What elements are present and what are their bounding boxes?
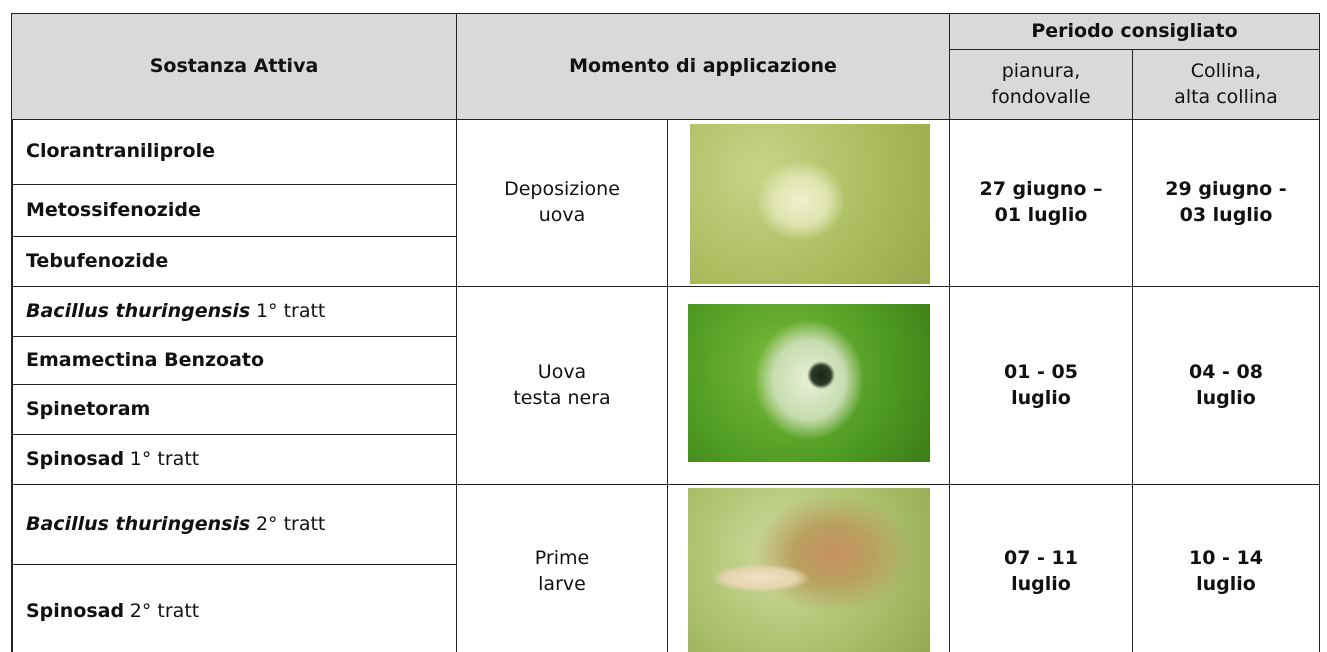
substance-name: Spinosad (26, 600, 125, 623)
substance-suffix: 2° tratt (129, 600, 200, 623)
photo (688, 488, 930, 652)
substance-name: Clorantraniliprole (26, 140, 215, 163)
substance-name: Emamectina Benzoato (26, 348, 265, 371)
photo (690, 124, 930, 284)
date-cell: 07 - 11 luglio (950, 485, 1133, 652)
substance-name: Spinetoram (26, 397, 151, 420)
table-border (11, 13, 13, 652)
date-cell: 29 giugno - 03 luglio (1133, 120, 1320, 287)
substance-suffix: 1° tratt (255, 299, 326, 322)
moment-cell: Prime larve (457, 485, 668, 652)
substance-name: Bacillus thuringensis (26, 512, 251, 535)
substance-cell: Spinosad 2° tratt (12, 565, 457, 652)
substance-name: Metossifenozide (26, 198, 201, 221)
header-cell: Periodo consigliato (950, 14, 1320, 50)
image-cell (668, 120, 950, 287)
photo (688, 304, 930, 462)
table-border (12, 13, 1320, 15)
substance-suffix: 1° tratt (129, 447, 200, 470)
substance-name: Bacillus thuringensis (26, 299, 251, 322)
header-cell: Collina, alta collina (1133, 50, 1320, 120)
date-cell: 01 - 05 luglio (950, 287, 1133, 485)
date-cell: 27 giugno – 01 luglio (950, 120, 1133, 287)
moment-cell: Uova testa nera (457, 287, 668, 485)
header-cell: pianura, fondovalle (950, 50, 1133, 120)
substance-cell: Spinetoram (12, 385, 457, 435)
substance-cell: Emamectina Benzoato (12, 337, 457, 385)
date-cell: 04 - 08 luglio (1133, 287, 1320, 485)
substance-cell: Bacillus thuringensis 2° tratt (12, 485, 457, 565)
substance-name: Spinosad (26, 447, 125, 470)
date-cell: 10 - 14 luglio (1133, 485, 1320, 652)
substance-suffix: 2° tratt (255, 512, 326, 535)
substance-name: Tebufenozide (26, 249, 169, 272)
image-cell (668, 485, 950, 652)
header-cell: Momento di applicazione (457, 14, 950, 120)
moment-cell: Deposizione uova (457, 120, 668, 287)
substance-cell: Spinosad 1° tratt (12, 435, 457, 485)
header-cell: Sostanza Attiva (12, 14, 457, 120)
substance-cell: Clorantraniliprole (12, 120, 457, 185)
substance-cell: Tebufenozide (12, 237, 457, 287)
substance-cell: Metossifenozide (12, 185, 457, 237)
substance-cell: Bacillus thuringensis 1° tratt (12, 287, 457, 337)
image-cell (668, 287, 950, 485)
